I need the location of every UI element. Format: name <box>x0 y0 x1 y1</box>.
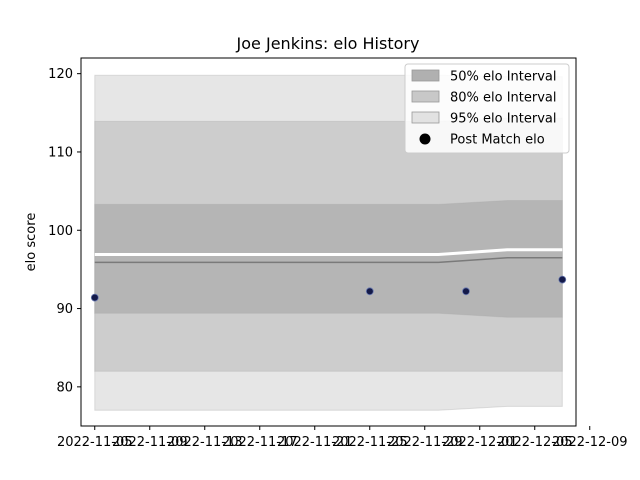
y-tick-label: 80 <box>56 380 73 395</box>
post-match-elo-point <box>462 287 470 296</box>
x-tick-label: 2022-11-17 <box>222 435 298 450</box>
y-tick-label: 90 <box>56 302 73 317</box>
x-axis: 2022-11-052022-11-092022-11-132022-11-17… <box>57 426 628 450</box>
y-axis: 80 90 100 110 120 <box>48 67 81 395</box>
legend-swatch-band-80 <box>411 90 440 103</box>
x-tick-label: 2022-12-05 <box>497 435 573 450</box>
legend-swatch-band-95 <box>411 111 440 124</box>
legend-label: 50% elo Interval <box>450 70 557 85</box>
x-tick-label: 2022-12-01 <box>442 435 518 450</box>
chart-title: Joe Jenkins: elo History <box>236 34 420 53</box>
x-tick-label: 2022-11-05 <box>57 435 133 450</box>
axes-frame <box>80 57 577 427</box>
legend-label: Post Match elo <box>450 133 545 148</box>
x-tick-label: 2022-11-09 <box>112 435 188 450</box>
post-match-elo-point <box>90 293 99 302</box>
y-tick-label: 110 <box>48 145 73 160</box>
legend-swatch-band-50 <box>411 69 440 82</box>
plot-area <box>90 74 567 411</box>
band-band-50 <box>94 200 563 318</box>
legend: 50% elo Interval 80% elo Interval 95% elo … <box>404 63 570 154</box>
y-axis-label: elo score <box>24 213 39 272</box>
mean-elo-line <box>94 256 563 264</box>
legend-label: 80% elo Interval <box>450 91 557 106</box>
post-match-elo-point <box>558 275 567 284</box>
legend-label: 95% elo Interval <box>450 112 557 127</box>
x-tick-label: 2022-11-29 <box>387 435 463 450</box>
y-tick-label: 100 <box>48 224 73 239</box>
legend-box <box>404 63 570 154</box>
legend-marker-post-match <box>419 133 431 145</box>
x-tick-label: 2022-12-09 <box>552 435 628 450</box>
x-tick-label: 2022-11-13 <box>167 435 243 450</box>
y-tick-label: 120 <box>48 67 73 82</box>
post-match-elo-point <box>365 287 374 296</box>
mean-line-highlight <box>94 248 563 256</box>
x-tick-label: 2022-11-25 <box>332 435 408 450</box>
x-tick-label: 2022-11-21 <box>277 435 353 450</box>
